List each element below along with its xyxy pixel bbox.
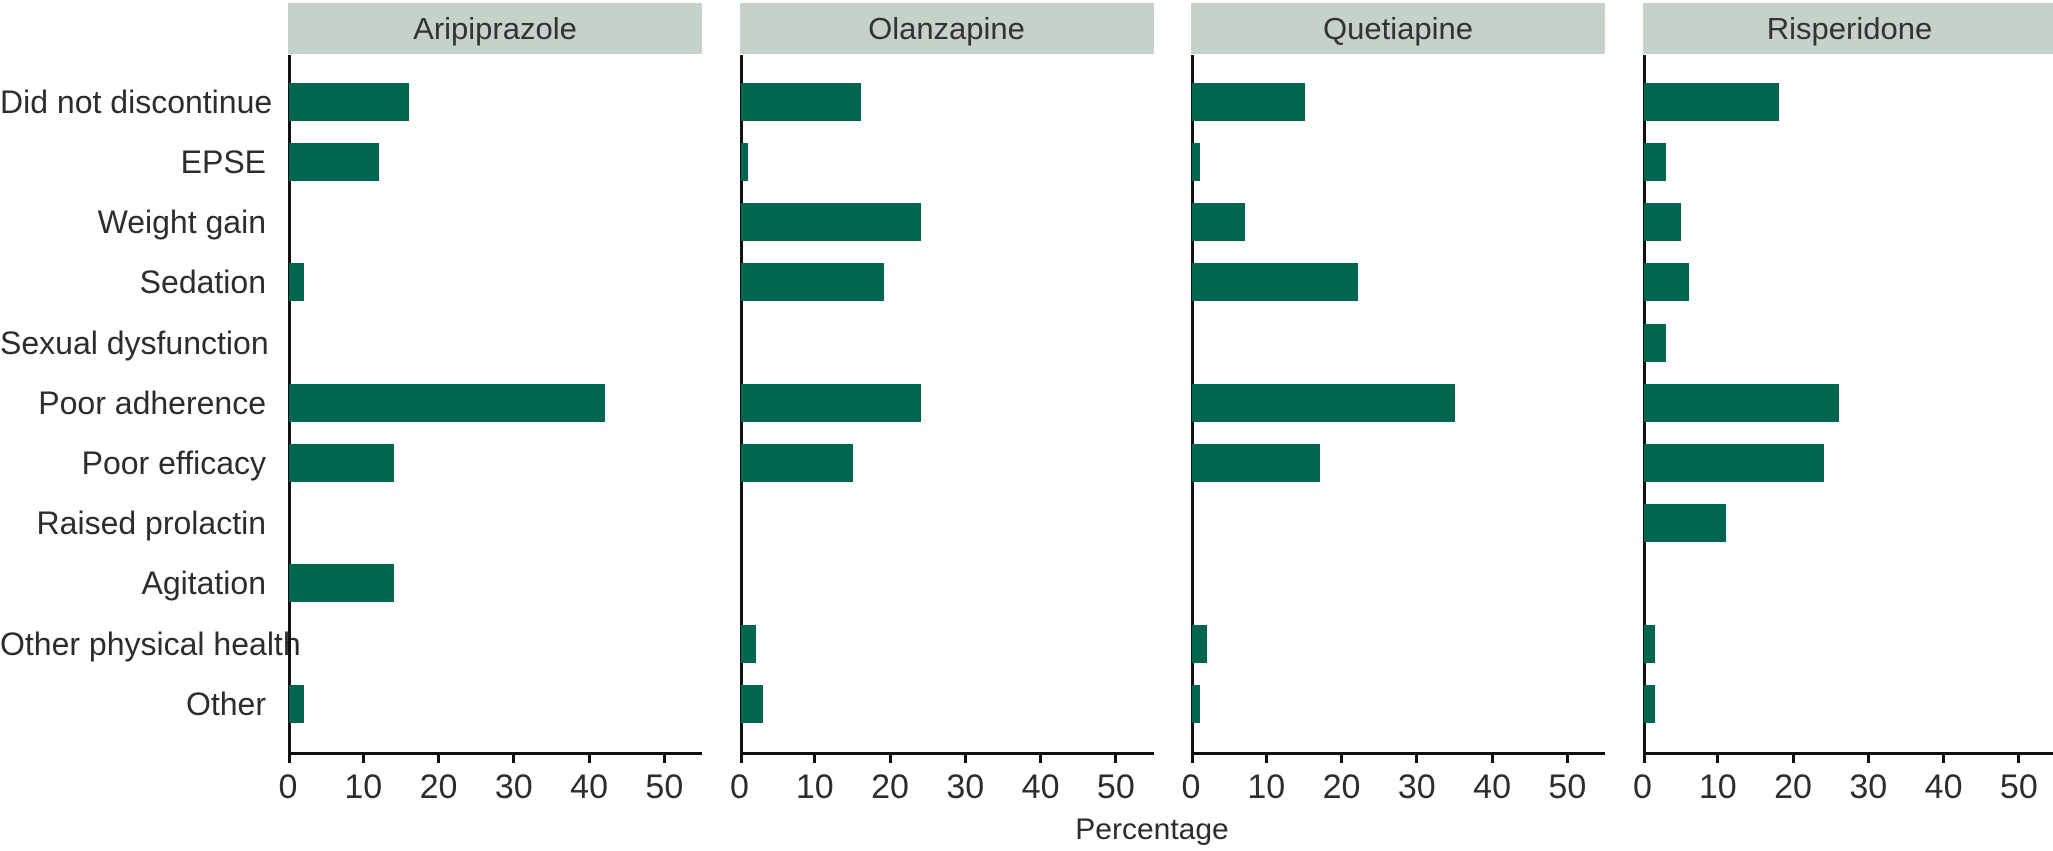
category-label-did-not-discontinue: Did not discontinue	[0, 83, 273, 120]
bar-aripiprazole-poor-adherence	[289, 383, 606, 422]
bar-olanzapine-poor-efficacy	[740, 443, 854, 482]
x-axis-line-risperidone	[1642, 752, 2053, 755]
bar-risperidone-sedation	[1643, 263, 1689, 302]
bar-quetiapine-other	[1192, 684, 1200, 723]
x-tick-label-olanzapine-20: 20	[871, 768, 909, 806]
bar-risperidone-weight-gain	[1643, 203, 1682, 242]
x-axis-title: Percentage	[1075, 813, 1229, 846]
x-tick-label-quetiapine-10: 10	[1247, 768, 1286, 806]
x-tick-aripiprazole-30	[512, 752, 516, 763]
x-tick-aripiprazole-40	[587, 752, 591, 763]
bar-risperidone-epse	[1643, 142, 1667, 181]
x-tick-label-risperidone-10: 10	[1698, 768, 1737, 806]
category-label-sedation: Sedation	[139, 264, 266, 301]
x-tick-label-aripiprazole-30: 30	[494, 768, 533, 806]
bar-quetiapine-other-physical-health	[1192, 624, 1208, 663]
bar-aripiprazole-epse	[289, 142, 380, 181]
category-label-sexual-dysfunction: Sexual dysfunction	[0, 324, 269, 361]
bar-aripiprazole-did-not-discontinue	[289, 82, 410, 121]
x-tick-label-quetiapine-30: 30	[1397, 768, 1436, 806]
bar-risperidone-did-not-discontinue	[1643, 82, 1779, 121]
x-tick-quetiapine-10	[1264, 752, 1268, 763]
bar-olanzapine-epse	[740, 142, 749, 181]
panel-header-risperidone: Risperidone	[1642, 3, 2053, 54]
x-tick-label-olanzapine-0: 0	[730, 768, 749, 806]
x-tick-risperidone-30	[1866, 752, 1870, 763]
bar-risperidone-other-physical-health	[1643, 624, 1655, 663]
x-tick-aripiprazole-10	[361, 752, 365, 763]
category-label-poor-adherence: Poor adherence	[38, 384, 266, 421]
bar-risperidone-sexual-dysfunction	[1643, 323, 1667, 362]
x-tick-quetiapine-50	[1565, 752, 1569, 763]
bar-risperidone-raised-prolactin	[1643, 504, 1727, 543]
category-label-agitation: Agitation	[141, 565, 266, 602]
x-tick-risperidone-20	[1791, 752, 1795, 763]
x-tick-label-olanzapine-50: 50	[1096, 768, 1135, 806]
x-tick-quetiapine-20	[1340, 752, 1344, 763]
bar-risperidone-poor-adherence	[1643, 383, 1840, 422]
bar-olanzapine-weight-gain	[740, 203, 922, 242]
bar-quetiapine-epse	[1192, 142, 1200, 181]
x-tick-risperidone-50	[2017, 752, 2021, 763]
x-tick-olanzapine-50	[1114, 752, 1118, 763]
x-tick-label-risperidone-0: 0	[1633, 768, 1652, 806]
x-tick-label-risperidone-20: 20	[1774, 768, 1812, 806]
bar-aripiprazole-sedation	[289, 263, 305, 302]
x-tick-label-risperidone-50: 50	[1999, 768, 2038, 806]
bar-quetiapine-poor-efficacy	[1192, 443, 1320, 482]
panel-header-quetiapine: Quetiapine	[1191, 3, 1605, 54]
category-label-other-physical-health: Other physical health	[0, 625, 301, 662]
bar-quetiapine-poor-adherence	[1192, 383, 1456, 422]
bar-aripiprazole-poor-efficacy	[289, 443, 395, 482]
x-axis-line-quetiapine	[1191, 752, 1605, 755]
x-tick-quetiapine-30	[1415, 752, 1419, 763]
x-tick-label-aripiprazole-0: 0	[278, 768, 298, 806]
bar-olanzapine-sedation	[740, 263, 884, 302]
x-tick-risperidone-40	[1942, 752, 1946, 763]
panel-header-aripiprazole: Aripiprazole	[288, 3, 702, 54]
x-tick-label-quetiapine-50: 50	[1548, 768, 1587, 806]
x-tick-label-risperidone-40: 40	[1924, 768, 1963, 806]
x-tick-quetiapine-40	[1490, 752, 1494, 763]
bar-olanzapine-other	[740, 684, 764, 723]
x-tick-olanzapine-40	[1039, 752, 1043, 763]
bar-olanzapine-other-physical-health	[740, 624, 756, 663]
x-tick-label-olanzapine-40: 40	[1021, 768, 1060, 806]
x-axis-line-olanzapine	[739, 752, 1154, 755]
bar-olanzapine-did-not-discontinue	[740, 82, 861, 121]
bar-quetiapine-sedation	[1192, 263, 1358, 302]
bar-risperidone-poor-efficacy	[1643, 443, 1825, 482]
bar-risperidone-other	[1643, 684, 1655, 723]
category-label-weight-gain: Weight gain	[97, 204, 266, 241]
x-tick-label-aripiprazole-50: 50	[645, 768, 684, 806]
x-tick-risperidone-10	[1716, 752, 1720, 763]
x-tick-label-quetiapine-20: 20	[1322, 768, 1361, 806]
x-tick-label-quetiapine-0: 0	[1181, 768, 1201, 806]
category-label-poor-efficacy: Poor efficacy	[81, 444, 266, 481]
category-label-raised-prolactin: Raised prolactin	[36, 505, 266, 542]
x-tick-olanzapine-30	[963, 752, 967, 763]
x-tick-olanzapine-10	[813, 752, 817, 763]
x-tick-label-aripiprazole-10: 10	[344, 768, 383, 806]
bar-olanzapine-poor-adherence	[740, 383, 922, 422]
bar-quetiapine-did-not-discontinue	[1192, 82, 1305, 121]
x-tick-aripiprazole-50	[662, 752, 666, 763]
x-tick-label-risperidone-30: 30	[1849, 768, 1888, 806]
x-tick-label-aripiprazole-20: 20	[419, 768, 458, 806]
bar-aripiprazole-other	[289, 684, 305, 723]
x-tick-aripiprazole-20	[437, 752, 441, 763]
x-tick-label-olanzapine-30: 30	[946, 768, 985, 806]
x-axis-line-aripiprazole	[288, 752, 702, 755]
category-label-other: Other	[185, 685, 266, 722]
bar-aripiprazole-agitation	[289, 564, 395, 603]
panel-header-olanzapine: Olanzapine	[739, 3, 1154, 54]
x-tick-label-aripiprazole-40: 40	[570, 768, 608, 806]
x-tick-label-quetiapine-40: 40	[1473, 768, 1511, 806]
category-label-epse: EPSE	[180, 143, 266, 180]
x-tick-olanzapine-20	[888, 752, 892, 763]
bar-quetiapine-weight-gain	[1192, 203, 1245, 242]
x-tick-label-olanzapine-10: 10	[795, 768, 834, 806]
